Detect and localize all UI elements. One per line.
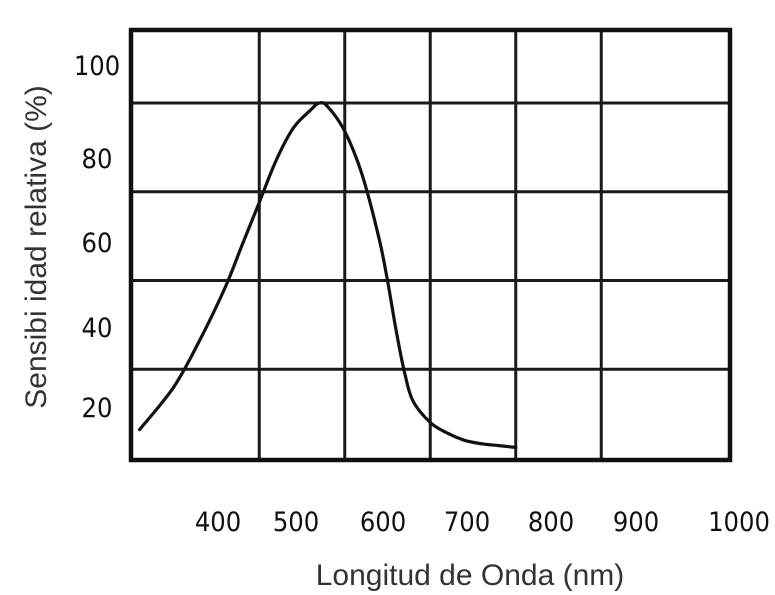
x-axis-label: Longitud de Onda (nm) — [316, 559, 625, 592]
x-tick-label: 900 — [613, 507, 659, 538]
x-tick-label: 600 — [360, 507, 406, 538]
x-tick-label: 700 — [444, 507, 490, 538]
series-line — [138, 101, 518, 449]
y-tick-label: 60 — [82, 228, 113, 259]
y-tick-labels: 20 40 60 80 100 — [74, 51, 120, 424]
y-tick-label: 20 — [82, 393, 113, 424]
x-tick-label: 1000 — [708, 507, 770, 538]
plot-frame — [128, 27, 733, 463]
y-axis-label: Sensibi idad relativa (%) — [20, 85, 53, 408]
x-tick-label: 500 — [273, 507, 319, 538]
y-tick-label: 80 — [82, 144, 113, 175]
y-tick-label: 100 — [74, 51, 120, 82]
series-layer — [138, 101, 518, 449]
grid — [131, 30, 730, 460]
y-tick-label: 40 — [82, 313, 113, 344]
x-tick-label: 400 — [195, 507, 241, 538]
x-tick-labels: 400 500 600 700 800 900 1000 — [195, 507, 770, 538]
x-tick-label: 800 — [528, 507, 574, 538]
